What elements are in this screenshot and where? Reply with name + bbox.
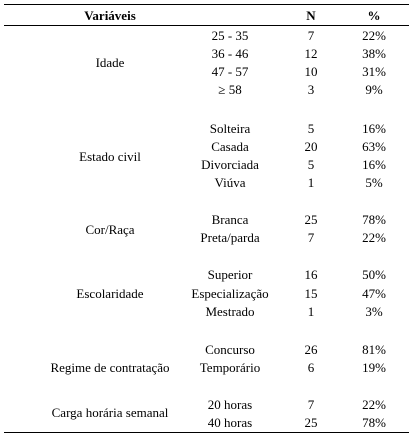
row-n: 7 xyxy=(307,230,315,245)
row-n: 20 xyxy=(304,139,318,154)
row-n: 7 xyxy=(307,28,315,43)
row-n: 16 xyxy=(304,267,318,282)
row-n: 26 xyxy=(304,342,318,357)
row-n: 6 xyxy=(307,360,315,375)
row-percent: 5% xyxy=(365,175,383,190)
row-percent: 31% xyxy=(362,64,386,79)
row-n: 25 xyxy=(304,415,318,430)
row-category: Branca xyxy=(211,212,249,227)
row-n: 12 xyxy=(304,46,318,61)
bottom-rule xyxy=(4,432,409,433)
row-category: Preta/parda xyxy=(200,230,260,245)
row-percent: 63% xyxy=(362,139,386,154)
row-percent: 78% xyxy=(362,212,386,227)
group-label: Estado civil xyxy=(79,149,141,164)
row-category: Casada xyxy=(211,139,249,154)
row-n: 5 xyxy=(307,157,315,172)
row-percent: 3% xyxy=(365,304,383,319)
row-n: 1 xyxy=(307,304,315,319)
row-category: 20 horas xyxy=(207,397,253,412)
row-category: Especialização xyxy=(191,286,269,301)
row-percent: 16% xyxy=(362,157,386,172)
row-n: 25 xyxy=(304,212,318,227)
row-category: Solteira xyxy=(209,121,251,136)
group-label: Cor/Raça xyxy=(85,222,135,237)
row-n: 5 xyxy=(307,121,315,136)
row-percent: 78% xyxy=(362,415,386,430)
header-percent: % xyxy=(367,8,381,23)
row-n: 10 xyxy=(304,64,318,79)
row-n: 1 xyxy=(307,175,315,190)
row-percent: 81% xyxy=(362,342,386,357)
row-n: 7 xyxy=(307,397,315,412)
group-label: Regime de contratação xyxy=(50,360,170,375)
row-n: 15 xyxy=(304,286,318,301)
row-percent: 22% xyxy=(362,28,386,43)
row-category: ≥ 58 xyxy=(218,82,242,97)
row-category: Concurso xyxy=(205,342,255,357)
row-category: Temporário xyxy=(199,360,261,375)
row-percent: 22% xyxy=(362,230,386,245)
row-category: Superior xyxy=(207,267,253,282)
group-label: Idade xyxy=(95,55,125,70)
row-percent: 50% xyxy=(362,267,386,282)
top-rule xyxy=(4,4,409,5)
row-percent: 19% xyxy=(362,360,386,375)
row-category: 25 - 35 xyxy=(211,28,249,43)
row-category: 40 horas xyxy=(207,415,253,430)
row-percent: 16% xyxy=(362,121,386,136)
group-label: Carga horária semanal xyxy=(51,405,169,420)
row-category: Divorciada xyxy=(201,157,259,172)
header-variables: Variáveis xyxy=(84,8,136,23)
row-percent: 38% xyxy=(362,46,386,61)
row-n: 3 xyxy=(307,82,315,97)
row-category: Mestrado xyxy=(205,304,255,319)
group-label: Escolaridade xyxy=(76,286,144,301)
row-percent: 22% xyxy=(362,397,386,412)
row-percent: 9% xyxy=(365,82,383,97)
row-percent: 47% xyxy=(362,286,386,301)
row-category: 36 - 46 xyxy=(211,46,249,61)
header-n: N xyxy=(306,8,316,23)
row-category: 47 - 57 xyxy=(211,64,249,79)
header-rule xyxy=(4,25,409,26)
row-category: Viúva xyxy=(214,175,246,190)
